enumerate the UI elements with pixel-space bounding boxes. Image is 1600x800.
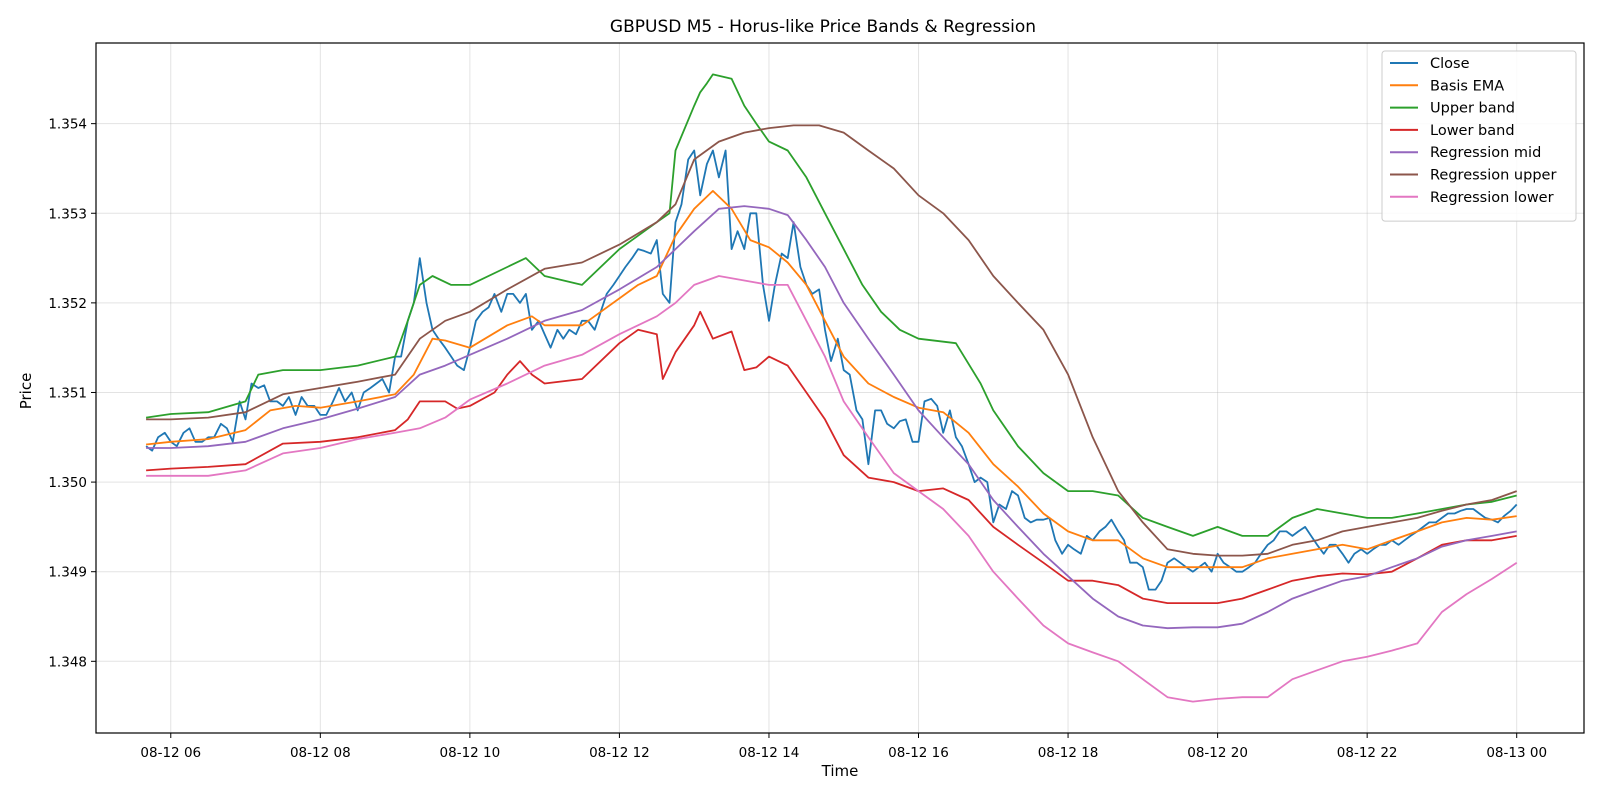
legend-label-lower-band: Lower band — [1430, 123, 1515, 139]
x-axis-label: Time — [821, 762, 859, 780]
y-tick-label: 1.350 — [48, 475, 87, 491]
legend-label-regression-upper: Regression upper — [1430, 168, 1556, 184]
y-tick-label: 1.354 — [48, 117, 87, 133]
series-line-upper-band — [145, 73, 1517, 537]
x-tick-label: 08-12 06 — [140, 745, 201, 761]
y-tick-label: 1.352 — [48, 296, 87, 312]
legend-label-upper-band: Upper band — [1430, 101, 1515, 117]
legend: Close Basis EMA Upper band Lower band Regres… — [1381, 50, 1577, 222]
x-tick-label: 08-12 20 — [1187, 745, 1248, 761]
legend-label-regression-mid: Regression mid — [1430, 145, 1541, 161]
x-tick-label: 08-12 14 — [739, 745, 800, 761]
x-axis-ticks: 08-12 06 08-12 08 08-12 10 08-12 12 08-12 14… — [140, 733, 1547, 761]
legend-label-regression-lower: Regression lower — [1430, 190, 1554, 206]
chart-title: GBPUSD M5 - Horus-like Price Bands & Reg… — [610, 17, 1036, 37]
series-line-lower-band — [146, 310, 1517, 604]
legend-label-close: Close — [1430, 56, 1470, 72]
y-tick-label: 1.351 — [48, 385, 87, 401]
x-tick-label: 08-12 18 — [1038, 745, 1099, 761]
y-tick-label: 1.348 — [48, 654, 87, 670]
series-line-regression-upper — [146, 124, 1518, 557]
plot-frame — [95, 42, 1585, 734]
y-axis-ticks: 1.348 1.349 1.350 1.351 1.352 1.353 1.354 — [48, 117, 96, 670]
x-tick-label: 08-12 08 — [290, 745, 351, 761]
y-axis-label: Price — [17, 373, 35, 410]
y-tick-label: 1.349 — [48, 565, 87, 581]
series-line-close — [145, 149, 1518, 591]
y-tick-label: 1.353 — [48, 206, 87, 222]
x-tick-label: 08-13 00 — [1486, 745, 1547, 761]
x-tick-label: 08-12 22 — [1337, 745, 1398, 761]
legend-label-basis-ema: Basis EMA — [1430, 78, 1504, 94]
series-line-regression-lower — [146, 275, 1518, 703]
x-tick-label: 08-12 10 — [440, 745, 501, 761]
legend-box — [1381, 50, 1577, 222]
series-lines — [145, 73, 1518, 703]
series-line-regression-mid — [146, 205, 1517, 630]
x-tick-label: 08-12 12 — [589, 745, 650, 761]
x-tick-label: 08-12 16 — [888, 745, 949, 761]
series-line-basis-ema — [146, 190, 1517, 569]
